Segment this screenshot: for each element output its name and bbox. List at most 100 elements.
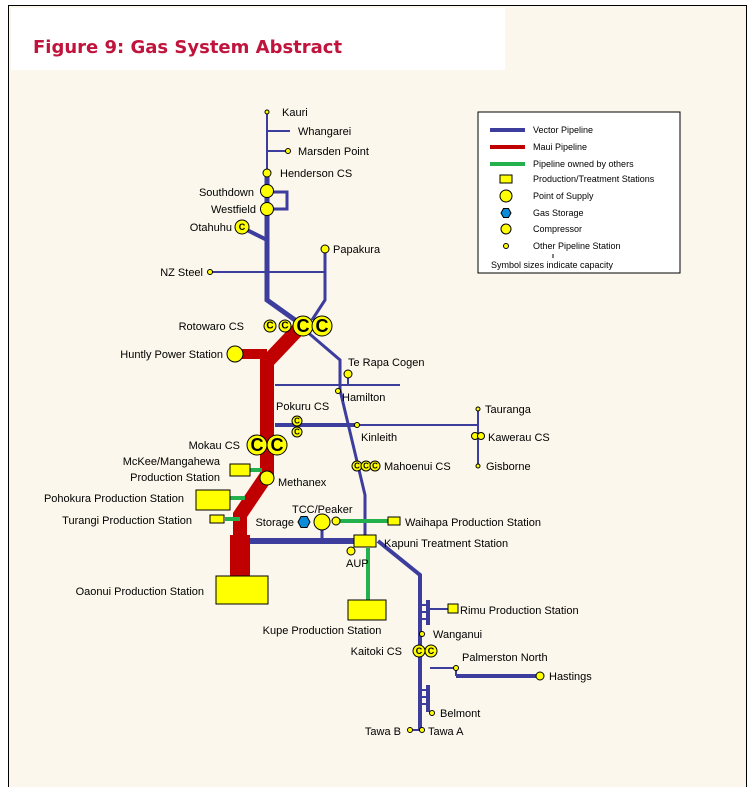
node-label: Pohokura Production Station xyxy=(44,493,184,505)
node-label: Tawa B xyxy=(365,726,401,738)
supply xyxy=(320,244,330,254)
node-label: Southdown xyxy=(199,187,254,199)
node-label: Tauranga xyxy=(485,404,532,416)
station xyxy=(475,463,481,469)
node-label: NZ Steel xyxy=(160,267,203,279)
compressor xyxy=(291,426,303,438)
node-label: Palmerston North xyxy=(462,652,548,664)
pipe xyxy=(267,130,290,152)
storage xyxy=(297,516,311,528)
supply xyxy=(260,202,274,216)
title: Figure 9: Gas System Abstract xyxy=(33,37,342,58)
station xyxy=(429,710,435,716)
compressor-icon: C xyxy=(297,316,310,336)
node-label: Rimu Production Station xyxy=(460,605,579,617)
node-label: AUP xyxy=(346,558,369,570)
compressor xyxy=(424,644,438,658)
legend-label: Point of Supply xyxy=(533,191,594,201)
compressor xyxy=(477,432,485,440)
legend-label: Maui Pipeline xyxy=(533,142,587,152)
node-label: Production Station xyxy=(130,472,220,484)
compressor xyxy=(369,460,381,472)
labels: Kauri Whangarei Marsden Point Henderson … xyxy=(44,107,592,738)
station xyxy=(207,269,213,275)
legend-label: Pipeline owned by others xyxy=(533,159,634,169)
node-label: Waihapa Production Station xyxy=(405,517,541,529)
supply xyxy=(313,513,331,531)
supply xyxy=(260,184,274,198)
legend: Vector Pipeline Maui Pipeline Pipeline o… xyxy=(477,111,681,274)
node-label: Mokau CS xyxy=(189,440,240,452)
compressor xyxy=(263,319,277,333)
legend-station xyxy=(499,174,513,184)
station-box xyxy=(209,514,225,524)
compressor xyxy=(278,319,292,333)
supply xyxy=(259,470,275,486)
station xyxy=(407,727,413,733)
station-box xyxy=(387,516,401,526)
node-label: Oaonui Production Station xyxy=(76,586,204,598)
station xyxy=(419,727,425,733)
node-label: Mahoenui CS xyxy=(384,461,451,473)
compressor-icon: C xyxy=(363,462,369,471)
node-label: Whangarei xyxy=(298,126,351,138)
title-box xyxy=(11,8,505,70)
compressor xyxy=(311,315,333,337)
legend-compressor xyxy=(500,223,512,235)
pipe xyxy=(267,190,289,211)
compressor-icon: C xyxy=(294,428,300,437)
station xyxy=(285,148,291,154)
station xyxy=(354,422,360,428)
supply xyxy=(234,219,250,235)
node-label: Kinleith xyxy=(361,432,397,444)
node-label: Otahuhu xyxy=(190,222,232,234)
legend-label: Other Pipeline Station xyxy=(533,241,621,251)
legend-note: Symbol sizes indicate capacity xyxy=(491,260,614,270)
station xyxy=(335,388,341,394)
compressor xyxy=(291,415,303,427)
legend-storage xyxy=(500,208,512,218)
legend-label: Compressor xyxy=(533,224,582,234)
node-label: Tawa A xyxy=(428,726,464,738)
station xyxy=(453,665,459,671)
station-box xyxy=(353,534,377,548)
compressor-icon: C xyxy=(316,316,329,336)
supply xyxy=(226,345,244,363)
node-label: Pokuru CS xyxy=(276,401,329,413)
node-label: Kaitoki CS xyxy=(351,646,402,658)
node-label: TCC/Peaker xyxy=(292,504,353,516)
legend-label: Vector Pipeline xyxy=(533,125,593,135)
legend-label: Gas Storage xyxy=(533,208,584,218)
node-label: Hastings xyxy=(549,671,592,683)
legend-box xyxy=(477,111,681,274)
station-box xyxy=(447,603,459,614)
node-label: Wanganui xyxy=(433,629,482,641)
legend-supply xyxy=(499,189,513,203)
symbols: C C C C C C C C C C C C C C xyxy=(195,109,545,733)
node-label: Turangi Production Station xyxy=(62,515,192,527)
node-label: Kupe Production Station xyxy=(263,625,382,637)
pipe xyxy=(376,539,422,730)
supply xyxy=(343,369,353,379)
pipe xyxy=(246,228,268,242)
node-label: Kauri xyxy=(282,107,308,119)
pipe xyxy=(310,249,327,321)
compressor xyxy=(266,434,288,456)
node-label: Kapuni Treatment Station xyxy=(384,538,508,550)
compressor-icon: C xyxy=(428,646,435,656)
compressor-icon: C xyxy=(271,435,284,455)
node-label: McKee/Mangahewa xyxy=(123,456,221,468)
node-label: Marsden Point xyxy=(298,146,369,158)
supply xyxy=(331,516,341,526)
compressor-icon: C xyxy=(266,321,273,332)
node-label: Huntly Power Station xyxy=(120,349,223,361)
node-label: Storage xyxy=(255,517,294,529)
node-label: Kawerau CS xyxy=(488,432,550,444)
compressor-icon: C xyxy=(354,462,360,471)
compressor-icon: C xyxy=(251,435,264,455)
station-box xyxy=(215,575,269,605)
compressor-icon: C xyxy=(416,646,423,656)
node-label: Rotowaro CS xyxy=(179,321,244,333)
station xyxy=(419,631,425,637)
